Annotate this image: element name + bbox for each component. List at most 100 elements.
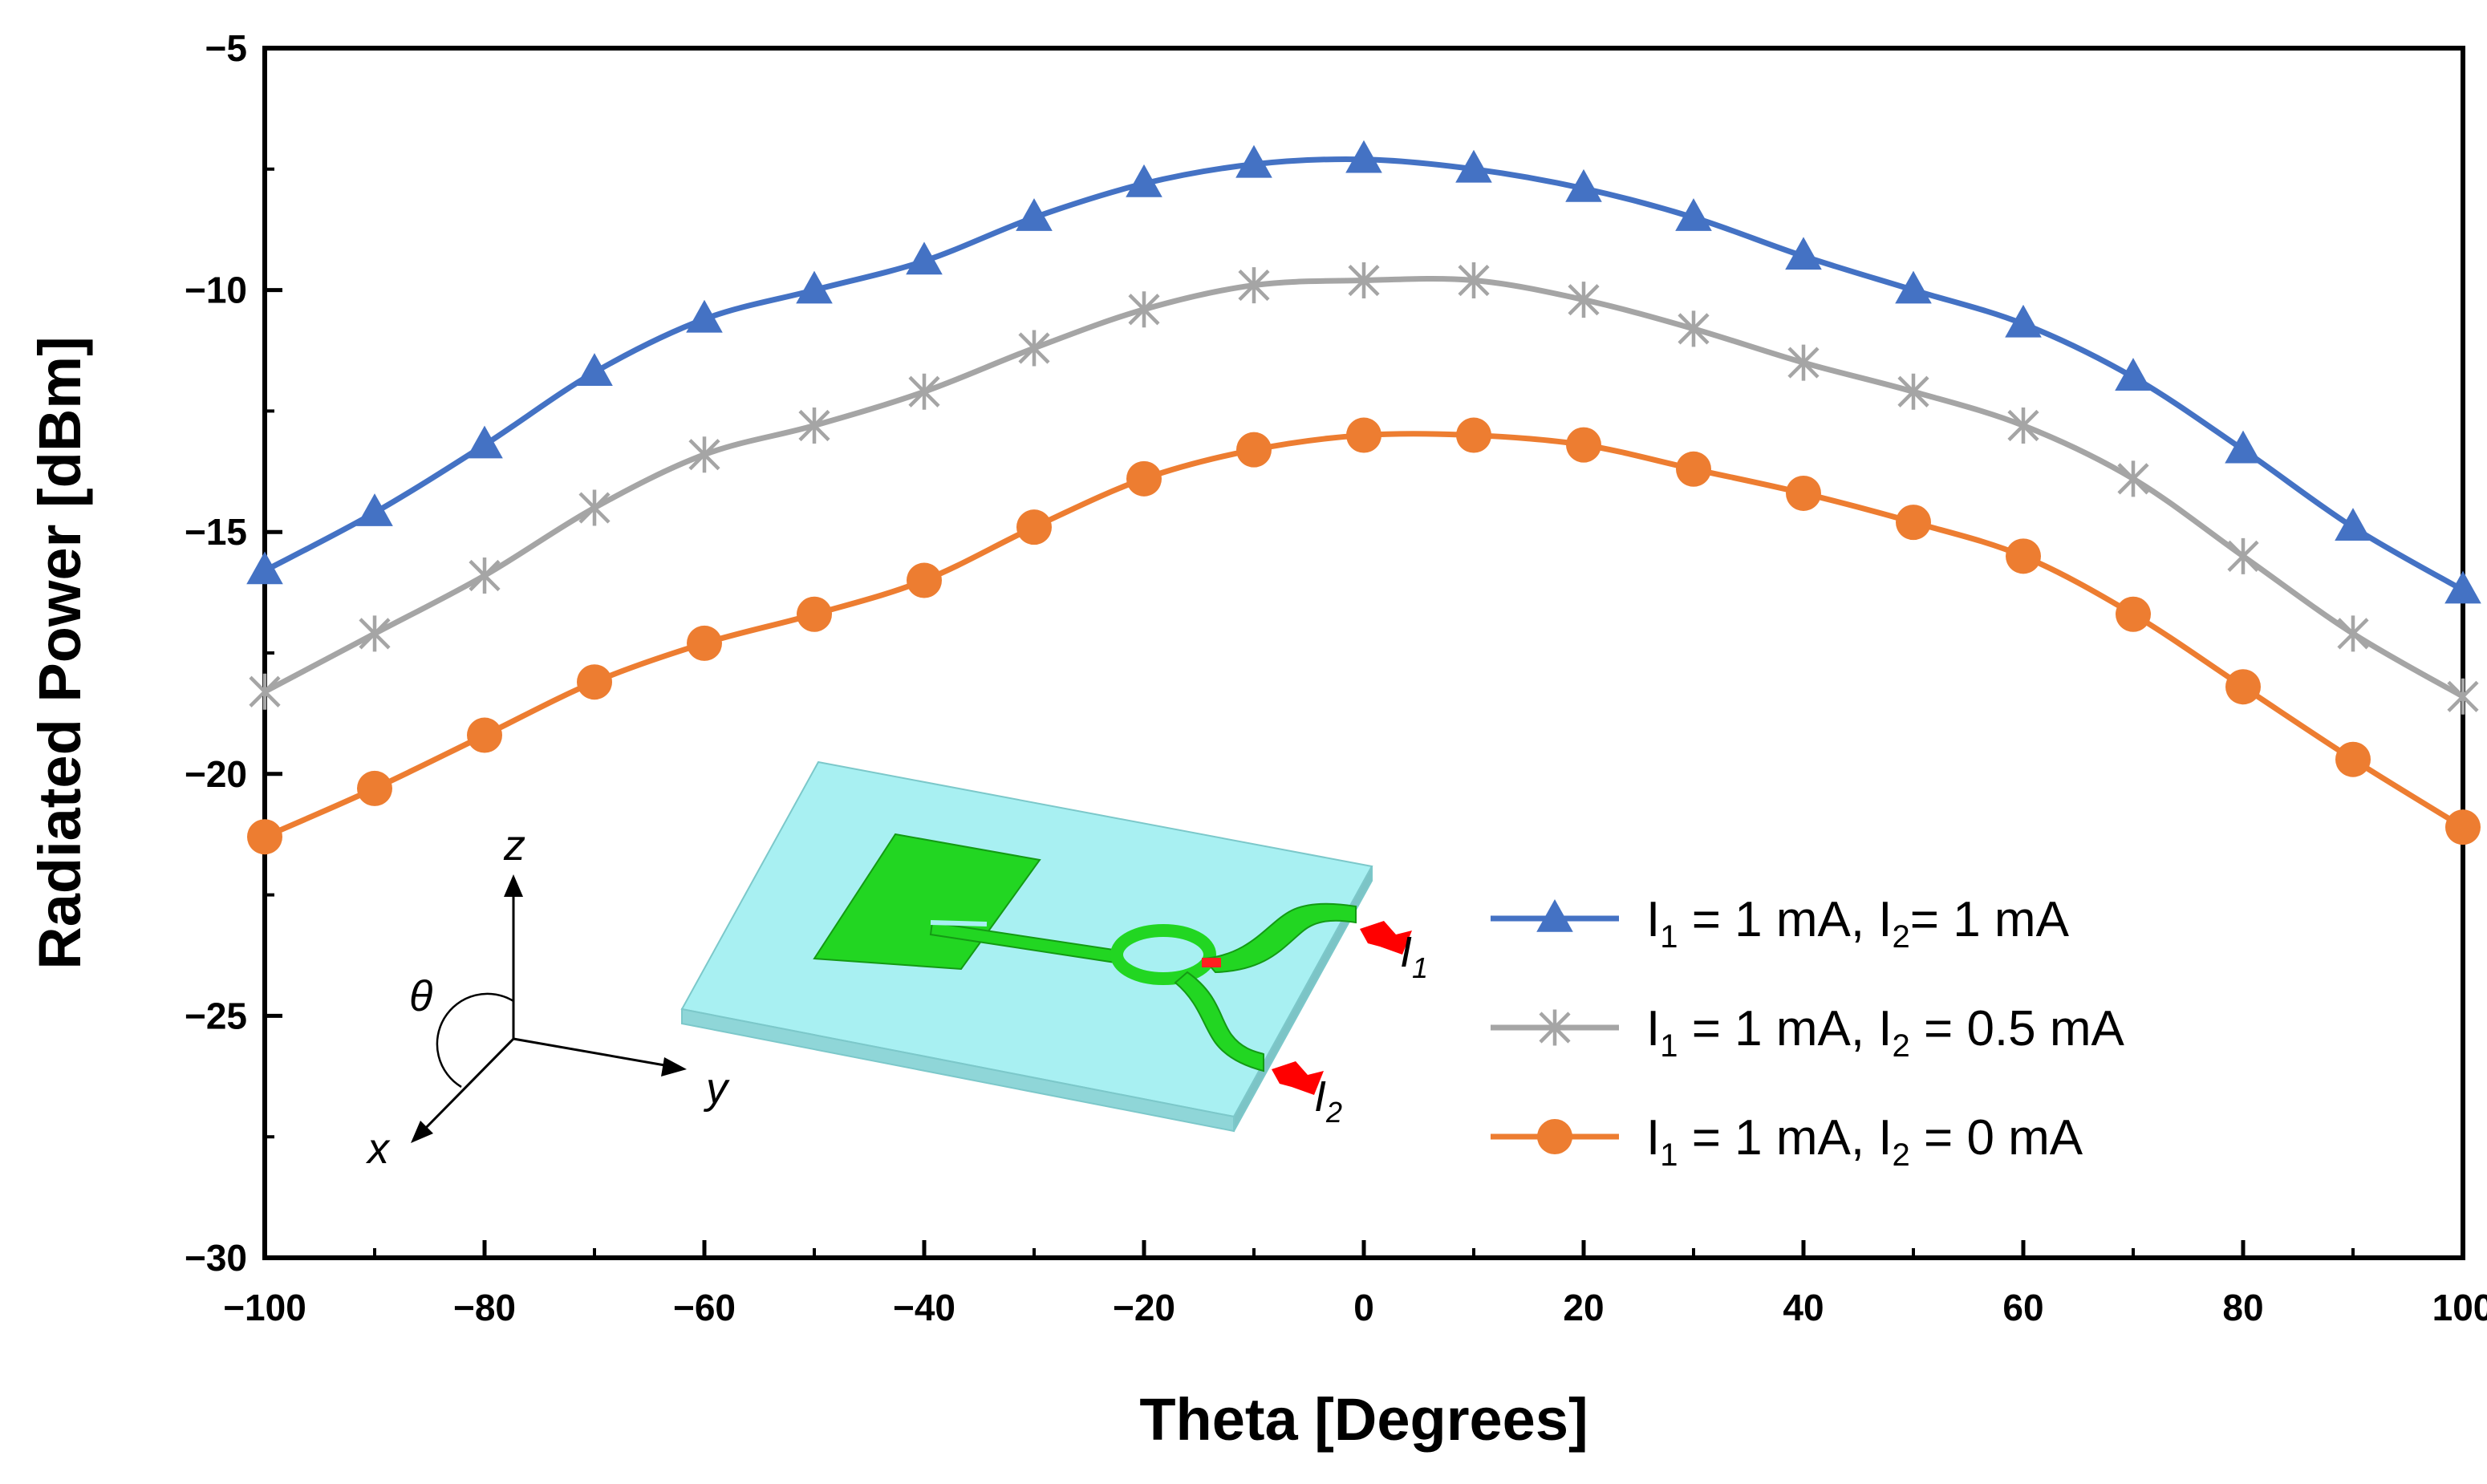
data-point bbox=[687, 625, 722, 661]
data-point bbox=[2117, 460, 2149, 497]
data-point bbox=[1348, 262, 1380, 299]
data-point bbox=[1016, 509, 1052, 545]
y-axis-label: y bbox=[703, 1064, 730, 1113]
data-point bbox=[1785, 237, 1822, 270]
port-label-2: I2 bbox=[1314, 1072, 1342, 1129]
data-point bbox=[798, 407, 830, 444]
data-point bbox=[797, 596, 832, 632]
data-point bbox=[469, 557, 501, 594]
data-point bbox=[1016, 198, 1053, 231]
z-axis-label: z bbox=[503, 821, 525, 870]
data-point bbox=[2444, 570, 2481, 604]
data-point bbox=[1456, 417, 1491, 453]
x-tick-label: −100 bbox=[223, 1287, 306, 1328]
data-point bbox=[2225, 430, 2262, 464]
data-point bbox=[576, 353, 613, 386]
data-point bbox=[908, 373, 940, 410]
data-point bbox=[796, 270, 833, 304]
plot-frame bbox=[262, 46, 2465, 1260]
data-point bbox=[1568, 282, 1600, 318]
data-point bbox=[1238, 267, 1270, 304]
data-point bbox=[246, 551, 283, 585]
data-point bbox=[2447, 678, 2479, 715]
data-point bbox=[357, 770, 392, 806]
data-point bbox=[2335, 741, 2371, 777]
y-tick-label: −25 bbox=[185, 995, 247, 1036]
data-point bbox=[2227, 537, 2259, 574]
data-point bbox=[1675, 198, 1712, 231]
port-label-1: I1 bbox=[1400, 928, 1428, 984]
data-point bbox=[578, 489, 611, 526]
series-1 bbox=[246, 140, 2481, 604]
x-axis-title: Theta [Degrees] bbox=[1139, 1386, 1588, 1453]
data-point bbox=[1458, 262, 1490, 299]
data-point bbox=[1128, 291, 1160, 328]
data-point bbox=[1895, 270, 1932, 304]
x-tick-label: −40 bbox=[893, 1287, 955, 1328]
data-point bbox=[1566, 427, 1601, 463]
data-point bbox=[467, 717, 502, 753]
theta-label: θ bbox=[409, 972, 432, 1020]
data-point bbox=[907, 562, 942, 598]
data-point bbox=[906, 241, 943, 275]
data-point bbox=[249, 673, 281, 710]
x-axis: −100 −80 −60 −40 −20 0 20 40 60 80 100 bbox=[223, 1240, 2487, 1328]
data-point bbox=[1236, 432, 1272, 468]
y-tick-label: −15 bbox=[185, 511, 247, 553]
data-point bbox=[577, 664, 612, 700]
x-tick-label: 60 bbox=[2002, 1287, 2043, 1328]
legend-label: I1 = 1 mA, I2= 1 mA bbox=[1646, 892, 2070, 955]
x-tick-label: 80 bbox=[2222, 1287, 2263, 1328]
x-tick-label: 100 bbox=[2432, 1287, 2487, 1328]
legend-entry-2: I1 = 1 mA, I2 = 0.5 mA bbox=[1491, 1001, 2125, 1064]
series-layer bbox=[246, 140, 2481, 855]
series-2 bbox=[249, 262, 2479, 715]
x-tick-label: 0 bbox=[1353, 1287, 1374, 1328]
data-point bbox=[1897, 373, 1929, 410]
antenna-trace bbox=[813, 833, 1357, 1072]
data-point bbox=[1345, 140, 1382, 173]
data-point bbox=[1455, 149, 1492, 183]
x-tick-label: −60 bbox=[673, 1287, 736, 1328]
x-tick-label: −20 bbox=[1113, 1287, 1175, 1328]
x-tick-label: −80 bbox=[453, 1287, 516, 1328]
legend-label: I1 = 1 mA, I2 = 0.5 mA bbox=[1646, 1001, 2125, 1064]
data-point bbox=[1896, 505, 1931, 541]
data-point bbox=[1018, 330, 1050, 367]
y-tick-label: −5 bbox=[205, 27, 247, 69]
data-point bbox=[2335, 508, 2371, 541]
data-point bbox=[2006, 538, 2041, 574]
port-arrows bbox=[1272, 921, 1412, 1095]
legend-entry-1: I1 = 1 mA, I2= 1 mA bbox=[1491, 892, 2070, 955]
data-point bbox=[2007, 407, 2039, 444]
data-point bbox=[247, 819, 282, 855]
x-tick-label: 20 bbox=[1563, 1287, 1604, 1328]
data-point bbox=[1565, 168, 1602, 202]
y-axis: −5 −10 −15 −20 −25 −30 bbox=[185, 27, 282, 1279]
data-point bbox=[1786, 475, 1821, 511]
data-point bbox=[1346, 417, 1381, 453]
legend-marker bbox=[1539, 1009, 1571, 1046]
data-point bbox=[1678, 310, 1710, 347]
data-point bbox=[1235, 144, 1272, 178]
legend-marker bbox=[1536, 899, 1573, 932]
x-tick-label: 40 bbox=[1783, 1287, 1824, 1328]
data-point bbox=[686, 299, 723, 333]
legend: I1 = 1 mA, I2= 1 mA I1 = 1 mA, I2 = 0.5 m… bbox=[1491, 892, 2125, 1173]
data-point bbox=[356, 493, 393, 526]
data-point bbox=[1126, 164, 1162, 197]
data-point bbox=[1126, 460, 1162, 497]
data-point bbox=[2337, 615, 2369, 652]
data-point bbox=[466, 425, 503, 459]
data-point bbox=[1676, 451, 1711, 487]
data-point bbox=[1787, 344, 1820, 381]
data-point bbox=[2116, 596, 2151, 632]
data-point bbox=[2225, 669, 2261, 705]
data-point bbox=[359, 615, 391, 652]
y-tick-label: −10 bbox=[185, 270, 247, 311]
coordinate-axes bbox=[411, 874, 687, 1143]
data-point bbox=[2445, 809, 2481, 845]
series-3 bbox=[247, 417, 2481, 855]
y-tick-label: −20 bbox=[185, 753, 247, 795]
